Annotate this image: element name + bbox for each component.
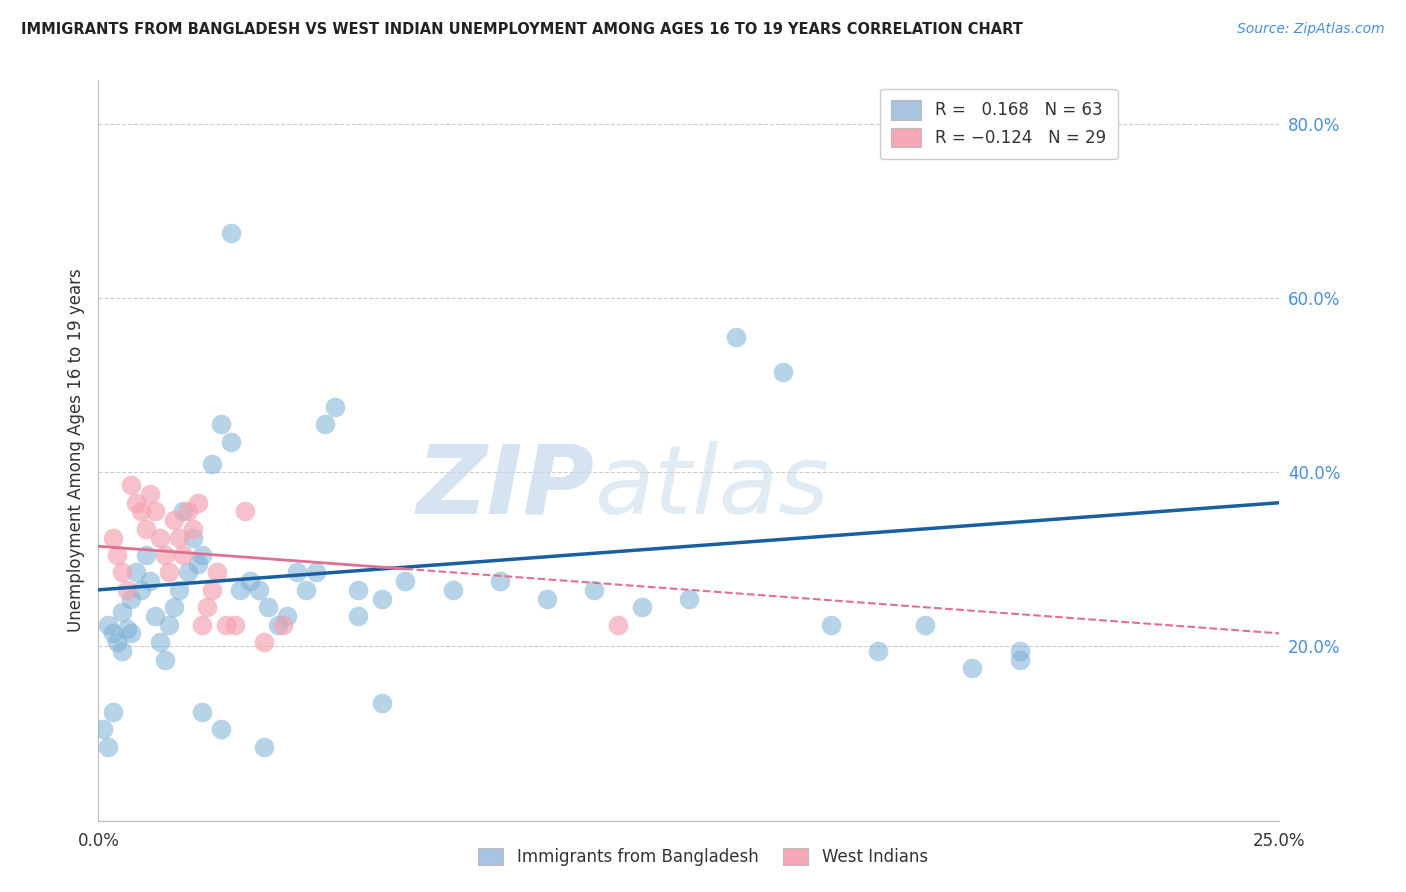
Point: [285, 566, 308, 580]
Point: [181, 531, 204, 545]
Point: [129, 582, 152, 597]
Point: [820, 617, 842, 632]
Point: [441, 582, 464, 597]
Point: [187, 557, 209, 571]
Point: [725, 330, 748, 344]
Point: [314, 417, 336, 432]
Point: [305, 566, 328, 580]
Point: [772, 365, 794, 379]
Point: [489, 574, 512, 588]
Point: [143, 504, 166, 518]
Point: [139, 574, 162, 588]
Point: [121, 626, 143, 640]
Point: [91, 722, 114, 736]
Point: [295, 582, 318, 597]
Point: [121, 591, 143, 606]
Point: [157, 566, 180, 580]
Point: [201, 582, 224, 597]
Point: [195, 600, 218, 615]
Point: [253, 739, 276, 754]
Point: [97, 617, 120, 632]
Point: [866, 644, 889, 658]
Point: [347, 582, 370, 597]
Point: [167, 531, 190, 545]
Point: [135, 522, 157, 536]
Point: [111, 566, 134, 580]
Point: [163, 513, 186, 527]
Point: [371, 591, 394, 606]
Text: atlas: atlas: [595, 441, 830, 534]
Point: [583, 582, 606, 597]
Point: [201, 457, 224, 471]
Point: [149, 531, 172, 545]
Point: [536, 591, 558, 606]
Point: [267, 617, 290, 632]
Point: [101, 705, 124, 719]
Point: [111, 605, 134, 619]
Point: [115, 582, 138, 597]
Legend: Immigrants from Bangladesh, West Indians: Immigrants from Bangladesh, West Indians: [470, 840, 936, 875]
Point: [143, 609, 166, 624]
Point: [121, 478, 143, 492]
Point: [247, 582, 270, 597]
Point: [157, 617, 180, 632]
Text: Source: ZipAtlas.com: Source: ZipAtlas.com: [1237, 22, 1385, 37]
Point: [1008, 644, 1031, 658]
Point: [276, 609, 298, 624]
Point: [229, 582, 252, 597]
Point: [177, 504, 200, 518]
Point: [101, 531, 124, 545]
Point: [115, 622, 138, 636]
Point: [215, 617, 238, 632]
Point: [271, 617, 294, 632]
Point: [135, 548, 157, 562]
Point: [149, 635, 172, 649]
Point: [125, 566, 148, 580]
Point: [177, 566, 200, 580]
Point: [191, 617, 214, 632]
Point: [191, 548, 214, 562]
Point: [630, 600, 652, 615]
Point: [125, 496, 148, 510]
Point: [1008, 652, 1031, 666]
Point: [172, 548, 194, 562]
Point: [181, 522, 204, 536]
Point: [239, 574, 262, 588]
Point: [97, 739, 120, 754]
Point: [219, 434, 242, 449]
Point: [167, 582, 190, 597]
Point: [139, 487, 162, 501]
Point: [209, 417, 232, 432]
Point: [678, 591, 700, 606]
Point: [153, 652, 176, 666]
Point: [101, 626, 124, 640]
Point: [209, 722, 232, 736]
Y-axis label: Unemployment Among Ages 16 to 19 years: Unemployment Among Ages 16 to 19 years: [66, 268, 84, 632]
Point: [111, 644, 134, 658]
Point: [253, 635, 276, 649]
Point: [219, 226, 242, 240]
Point: [347, 609, 370, 624]
Point: [105, 635, 128, 649]
Point: [394, 574, 416, 588]
Point: [914, 617, 936, 632]
Point: [224, 617, 246, 632]
Point: [257, 600, 280, 615]
Point: [191, 705, 214, 719]
Point: [172, 504, 194, 518]
Point: [371, 696, 394, 710]
Point: [233, 504, 256, 518]
Point: [962, 661, 984, 675]
Text: ZIP: ZIP: [416, 441, 595, 534]
Legend: R =   0.168   N = 63, R = −0.124   N = 29: R = 0.168 N = 63, R = −0.124 N = 29: [880, 88, 1118, 159]
Point: [607, 617, 630, 632]
Point: [129, 504, 152, 518]
Text: IMMIGRANTS FROM BANGLADESH VS WEST INDIAN UNEMPLOYMENT AMONG AGES 16 TO 19 YEARS: IMMIGRANTS FROM BANGLADESH VS WEST INDIA…: [21, 22, 1024, 37]
Point: [205, 566, 228, 580]
Point: [105, 548, 128, 562]
Point: [163, 600, 186, 615]
Point: [153, 548, 176, 562]
Point: [187, 496, 209, 510]
Point: [323, 400, 346, 414]
